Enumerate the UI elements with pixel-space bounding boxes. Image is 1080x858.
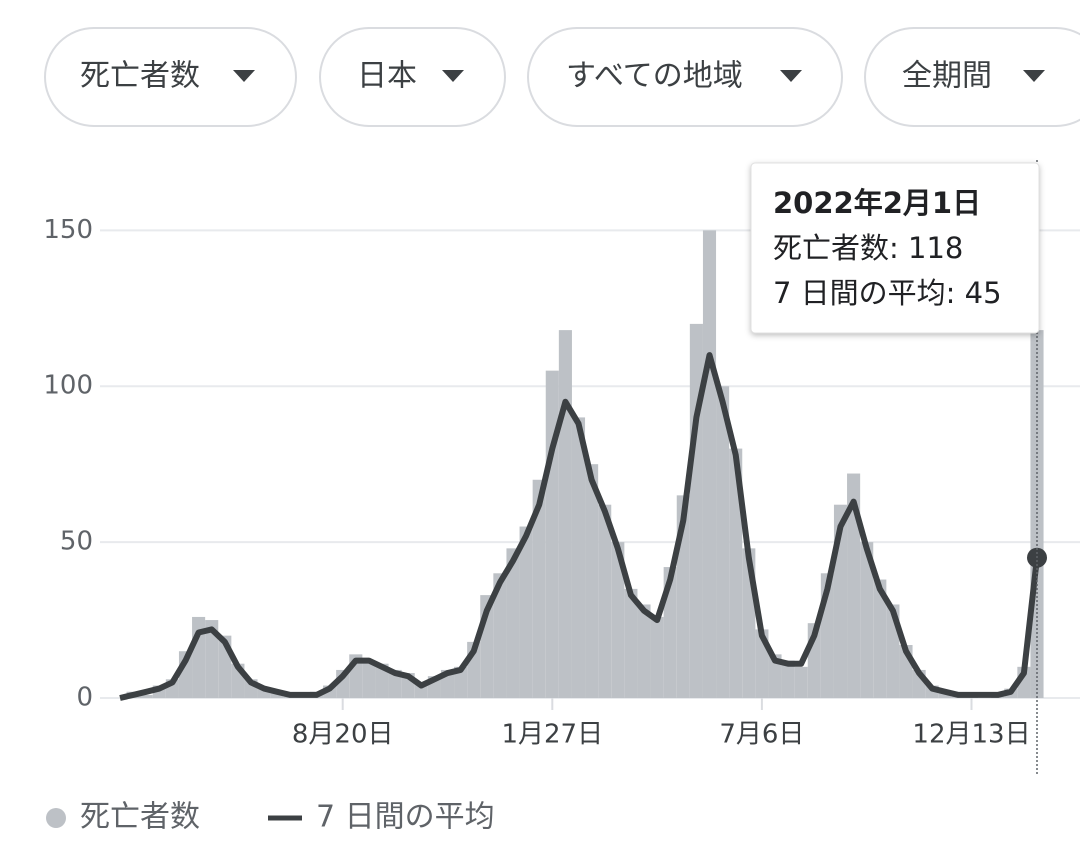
x-tick-label: 8月20日 (292, 720, 394, 750)
bar (781, 660, 795, 698)
legend-marker (46, 808, 66, 828)
filter-bar: 死亡者数 日本 すべての地域 全期間 (44, 27, 1080, 127)
filter-button[interactable] (864, 27, 1080, 127)
dropdown-caret[interactable] (780, 70, 802, 82)
bar (689, 323, 703, 698)
legend: 死亡者数 7 日間の平均 (46, 800, 495, 835)
bar (139, 694, 153, 698)
bar (205, 620, 219, 698)
filter-button[interactable] (527, 27, 843, 127)
bar (493, 573, 507, 698)
bar (624, 588, 638, 698)
bar (532, 479, 546, 698)
x-tick-label: 12月13日 (912, 720, 1030, 750)
bar (860, 542, 874, 698)
bar (794, 666, 808, 698)
bar (729, 448, 743, 698)
bar (257, 688, 271, 698)
tooltip-date: 2022年2月1日 (773, 186, 981, 220)
tooltip-value: 45 (965, 276, 1002, 310)
bar (847, 473, 861, 698)
bar (585, 464, 599, 698)
tooltip: 2022年2月1日 死亡者数: 118 7 日間の平均: 45 (750, 162, 1040, 334)
tooltip-line: 7 日間の平均: 45 (773, 276, 1002, 310)
filter-label[interactable]: すべての地域 (566, 59, 743, 94)
bar (716, 386, 730, 698)
filter-label[interactable]: 日本 (357, 59, 417, 94)
legend-label: 死亡者数 (80, 800, 200, 835)
bar (768, 654, 782, 698)
y-tick-label: 100 (43, 371, 93, 401)
bar (702, 230, 717, 698)
bar (873, 579, 887, 698)
bar (375, 663, 389, 698)
bar (663, 567, 677, 698)
tooltip-label: 死亡者数: (773, 231, 899, 265)
bar (454, 666, 468, 698)
bar (506, 548, 520, 698)
bar (558, 330, 572, 698)
x-tick-label: 1月27日 (501, 720, 603, 750)
filter-label[interactable]: 全期間 (902, 59, 992, 94)
tooltip-value: 118 (908, 231, 963, 265)
bar (598, 504, 612, 698)
dropdown-caret[interactable] (233, 70, 255, 82)
dropdown-caret[interactable] (1023, 70, 1045, 82)
legend-label: 7 日間の平均 (316, 800, 495, 835)
y-tick-label: 150 (43, 215, 93, 245)
tooltip-box (750, 162, 1040, 334)
filter-label[interactable]: 死亡者数 (80, 59, 200, 94)
filter-button[interactable] (319, 27, 506, 127)
bar (611, 542, 625, 698)
bar (519, 526, 533, 698)
bar (571, 417, 586, 698)
bar (650, 616, 664, 698)
y-tick-label: 50 (60, 527, 93, 557)
bar (545, 370, 559, 698)
y-tick-label: 0 (76, 683, 93, 713)
x-tick-label: 7月6日 (719, 720, 804, 750)
tooltip-label: 7 日間の平均: (773, 276, 955, 310)
plot-area: 0 50 100 150 8月20日 1月27日 7月6日 12月13日 (43, 215, 1080, 750)
dropdown-caret[interactable] (442, 70, 464, 82)
bar (637, 604, 651, 698)
tooltip-line: 死亡者数: 118 (773, 231, 963, 265)
bar (362, 660, 376, 698)
filter-button[interactable] (44, 27, 297, 127)
average-line (119, 352, 1040, 701)
